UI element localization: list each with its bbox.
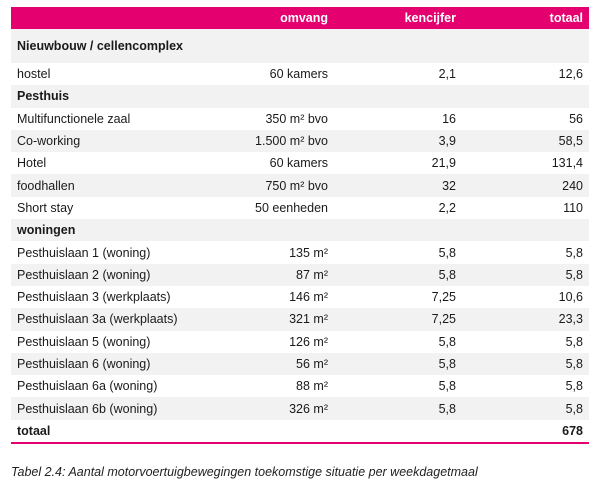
cell-name: Pesthuislaan 3 (werkplaats): [17, 290, 171, 305]
table-row: Pesthuislaan 1 (woning) 135 m² 5,8 5,8: [11, 241, 589, 263]
data-table-container: omvang kencijfer totaal Nieuwbouw / cell…: [11, 7, 589, 445]
cell-omvang: 56 m²: [296, 357, 328, 371]
cell-omvang: 350 m² bvo: [265, 111, 328, 126]
table-row: Pesthuislaan 3 (werkplaats) 146 m² 7,25 10,…: [11, 286, 589, 308]
cell-omvang: 126 m²: [289, 334, 328, 349]
cell-name: Pesthuislaan 2 (woning): [17, 267, 151, 282]
table-body: Nieuwbouw / cellencomplex hostel 60 kamers…: [11, 29, 589, 442]
header-kencijfer: kencijfer: [404, 11, 456, 25]
cell-name: Pesthuislaan 1 (woning): [17, 245, 151, 260]
cell-omvang: 146 m²: [289, 290, 328, 305]
table-row: Pesthuislaan 6b (woning) 326 m² 5,8 5,8: [11, 397, 589, 420]
cell-omvang: 60 kamers: [269, 67, 328, 82]
cell-totaal: 5,8: [565, 357, 583, 371]
cell-omvang: 88 m²: [296, 379, 328, 394]
cell-omvang: 60 kamers: [269, 156, 328, 171]
table-row: hostel 60 kamers 2,1 12,6: [11, 63, 589, 85]
cell-totaal: 23,3: [558, 312, 583, 327]
cell-totaal: 5,8: [565, 334, 583, 349]
cell-name: Co-working: [17, 134, 81, 149]
header-name: [11, 7, 186, 29]
table-header-row: omvang kencijfer totaal: [11, 7, 589, 29]
cell-totaal: 56: [569, 111, 583, 126]
cell-name: Pesthuislaan 3a (werkplaats): [17, 312, 178, 327]
cell-totaal: 5,8: [565, 267, 583, 282]
cell-name: Pesthuislaan 6b (woning): [17, 401, 158, 416]
cell-kencijfer: 5,8: [438, 379, 456, 394]
cell-name: Short stay: [17, 200, 74, 215]
cell-omvang: 50 eenheden: [255, 200, 328, 215]
table-row: Pesthuislaan 5 (woning) 126 m² 5,8 5,8: [11, 331, 589, 353]
cell-omvang: 87 m²: [296, 267, 328, 282]
header-omvang: omvang: [280, 11, 328, 25]
cell-name: Pesthuislaan 5 (woning): [17, 334, 151, 349]
group-label: woningen: [17, 223, 76, 238]
cell-kencijfer: 21,9: [431, 156, 456, 171]
group-label: Nieuwbouw / cellencomplex: [17, 39, 184, 53]
cell-omvang: 1.500 m² bvo: [255, 134, 328, 149]
cell-kencijfer: 2,2: [438, 200, 456, 215]
table-row: Hotel 60 kamers 21,9 131,4: [11, 152, 589, 174]
table-caption: Tabel 2.4: Aantal motorvoertuigbeweginge…: [11, 465, 478, 479]
table-row: Multifunctionele zaal 350 m² bvo 16 56: [11, 108, 589, 130]
cell-kencijfer: 16: [442, 111, 456, 126]
cell-kencijfer: 7,25: [431, 312, 456, 327]
table-row: Pesthuislaan 6a (woning) 88 m² 5,8 5,8: [11, 375, 589, 397]
cell-totaal: 5,8: [565, 379, 583, 394]
table-row: Short stay 50 eenheden 2,2 110: [11, 197, 589, 219]
cell-omvang: 321 m²: [289, 312, 328, 327]
cell-name: Hotel: [17, 156, 47, 171]
traffic-table: omvang kencijfer totaal Nieuwbouw / cell…: [11, 7, 589, 442]
cell-kencijfer: 5,8: [438, 357, 456, 371]
total-label: totaal: [17, 423, 51, 438]
cell-name: hostel: [17, 67, 51, 82]
cell-name: Pesthuislaan 6 (woning): [17, 357, 151, 371]
cell-totaal: 12,6: [558, 67, 583, 82]
cell-kencijfer: 7,25: [431, 290, 456, 305]
cell-totaal: 110: [563, 200, 583, 215]
cell-totaal: 10,6: [558, 290, 583, 305]
cell-kencijfer: 32: [442, 178, 456, 193]
total-kencijfer: [334, 420, 462, 442]
header-totaal: totaal: [549, 11, 583, 25]
cell-totaal: 5,8: [565, 245, 583, 260]
group-label: Pesthuis: [17, 89, 70, 104]
cell-totaal: 5,8: [565, 401, 583, 416]
table-row: Pesthuislaan 3a (werkplaats) 321 m² 7,25 23…: [11, 308, 589, 331]
cell-kencijfer: 5,8: [438, 267, 456, 282]
cell-omvang: 135 m²: [289, 245, 328, 260]
cell-name: foodhallen: [17, 178, 75, 193]
total-row: totaal 678: [11, 420, 589, 442]
total-omvang: [186, 420, 334, 442]
cell-totaal: 240: [562, 178, 583, 193]
cell-kencijfer: 5,8: [438, 401, 456, 416]
cell-kencijfer: 2,1: [438, 67, 456, 82]
table-row: foodhallen 750 m² bvo 32 240: [11, 174, 589, 197]
cell-kencijfer: 5,8: [438, 334, 456, 349]
table-row: Pesthuislaan 6 (woning) 56 m² 5,8 5,8: [11, 352, 589, 376]
cell-name: Multifunctionele zaal: [17, 111, 131, 126]
cell-kencijfer: 3,9: [438, 134, 456, 149]
cell-totaal: 58,5: [558, 134, 583, 149]
total-value: 678: [562, 423, 583, 438]
group-row: Nieuwbouw / cellencomplex: [11, 29, 589, 63]
group-row: Pesthuis: [11, 85, 589, 108]
table-bottom-rule: [11, 442, 589, 445]
cell-totaal: 131,4: [551, 156, 583, 171]
cell-omvang: 326 m²: [289, 401, 328, 416]
cell-kencijfer: 5,8: [438, 245, 456, 260]
table-row: Pesthuislaan 2 (woning) 87 m² 5,8 5,8: [11, 263, 589, 286]
table-row: Co-working 1.500 m² bvo 3,9 58,5: [11, 129, 589, 153]
cell-name: Pesthuislaan 6a (woning): [17, 379, 158, 394]
cell-omvang: 750 m² bvo: [265, 178, 328, 193]
group-row: woningen: [11, 219, 589, 242]
